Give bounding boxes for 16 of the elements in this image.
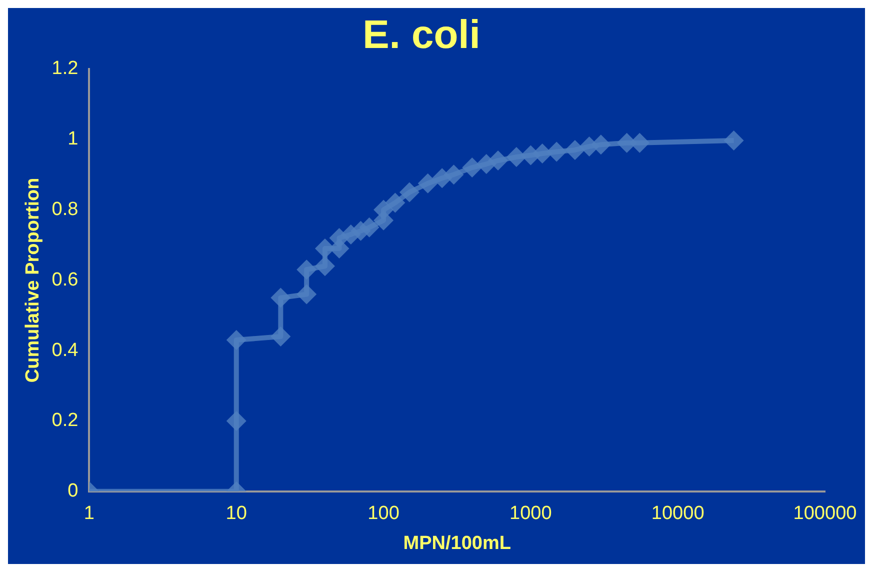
x-tick-label: 10000 bbox=[651, 503, 704, 524]
y-axis-title: Cumulative Proportion bbox=[22, 178, 44, 383]
x-tick-label: 1000 bbox=[510, 503, 552, 524]
x-tick-label: 100 bbox=[368, 503, 400, 524]
y-tick-label: 0.2 bbox=[52, 410, 78, 432]
y-tick-label: 0.8 bbox=[52, 199, 78, 220]
x-tick-label: 10 bbox=[226, 503, 247, 524]
y-tick-label: 0.6 bbox=[52, 269, 78, 290]
y-tick-label: 0 bbox=[68, 480, 78, 502]
y-tick-label: 0.4 bbox=[52, 340, 79, 361]
chart-title: E. coli bbox=[362, 13, 480, 58]
y-tick-label: 1 bbox=[68, 128, 78, 150]
x-tick-label: 1 bbox=[84, 503, 94, 524]
x-tick-label: 100000 bbox=[793, 503, 857, 524]
y-tick-label: 1.2 bbox=[52, 58, 78, 80]
x-axis-title: MPN/100mL bbox=[403, 532, 512, 554]
